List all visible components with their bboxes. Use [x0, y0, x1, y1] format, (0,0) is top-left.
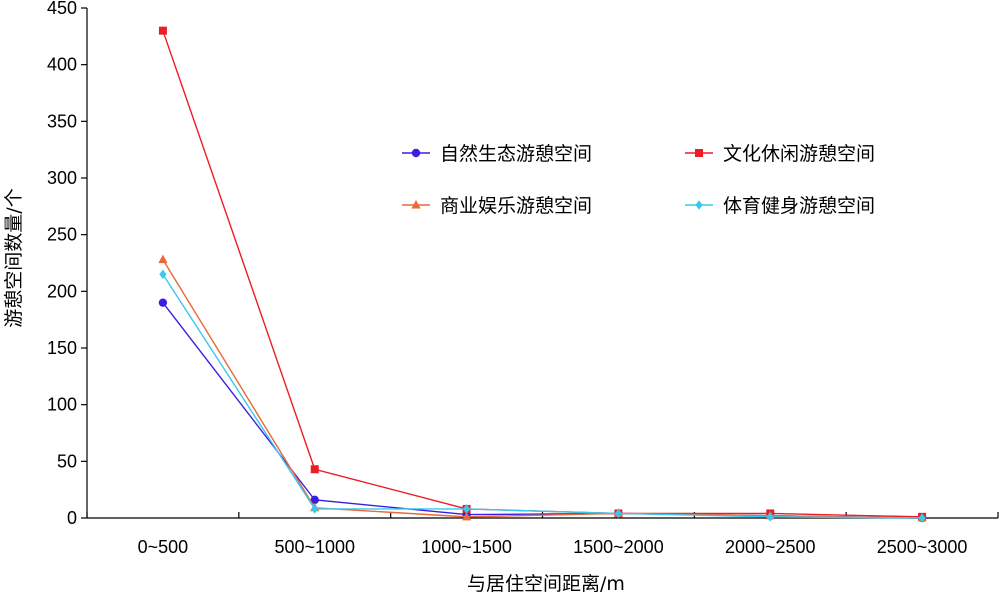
data-point [158, 26, 167, 35]
x-axis-title: 与居住空间距离/m [467, 573, 625, 595]
x-tick-label: 2500~3000 [877, 537, 968, 557]
series-layer [158, 26, 927, 523]
legend-marker [695, 149, 703, 157]
legend-label: 文化休闲游憩空间 [723, 143, 875, 165]
legend-item: 自然生态游憩空间 [402, 143, 592, 165]
y-tick-label: 150 [47, 338, 77, 358]
legend-item: 体育健身游憩空间 [685, 195, 875, 217]
y-tick-label: 450 [47, 0, 77, 18]
y-tick-label: 300 [47, 168, 77, 188]
y-tick-label: 250 [47, 225, 77, 245]
series-diamond [159, 269, 926, 523]
x-axis-ticks: 0~500 500~1000 1000~1500 1500~2000 2000~2500… [86, 512, 999, 557]
y-tick-label: 350 [47, 111, 77, 131]
data-point [310, 495, 319, 505]
data-point [158, 298, 168, 307]
series-triangle [158, 254, 927, 522]
series-line [162, 30, 923, 518]
axes [86, 8, 998, 519]
y-axis-ticks: 0 50 100 150 200 250 300 350 400 450 [47, 0, 87, 528]
legend-marker [695, 200, 703, 210]
series-line [162, 259, 923, 519]
y-tick-label: 50 [57, 451, 77, 471]
y-axis-title: 游憩空间数量/个 [3, 188, 25, 327]
legend-marker [411, 148, 421, 158]
x-tick-label: 1000~1500 [421, 537, 512, 557]
data-point [462, 504, 471, 514]
data-point [614, 508, 623, 519]
legend-label: 自然生态游憩空间 [440, 143, 592, 165]
y-tick-label: 400 [47, 55, 77, 75]
data-point [311, 504, 319, 514]
y-tick-label: 200 [47, 281, 77, 301]
legend-item: 文化休闲游憩空间 [685, 143, 875, 165]
data-point [158, 254, 168, 264]
y-tick-label: 100 [47, 395, 77, 415]
series-line [162, 273, 923, 519]
data-point [766, 512, 774, 522]
data-point [159, 269, 167, 280]
series-circle [158, 298, 927, 523]
data-point [310, 465, 319, 474]
legend-marker [411, 200, 421, 209]
x-tick-label: 2000~2500 [725, 537, 816, 557]
x-tick-label: 1500~2000 [573, 537, 664, 557]
data-point [918, 513, 926, 523]
data-point [461, 511, 472, 521]
series-line [162, 302, 923, 519]
legend-label: 体育健身游憩空间 [723, 195, 875, 217]
y-tick-label: 0 [67, 508, 77, 528]
legend-label: 商业娱乐游憩空间 [440, 195, 592, 217]
x-tick-label: 0~500 [138, 537, 189, 557]
x-tick-label: 500~1000 [274, 537, 355, 557]
legend-item: 商业娱乐游憩空间 [402, 195, 592, 217]
